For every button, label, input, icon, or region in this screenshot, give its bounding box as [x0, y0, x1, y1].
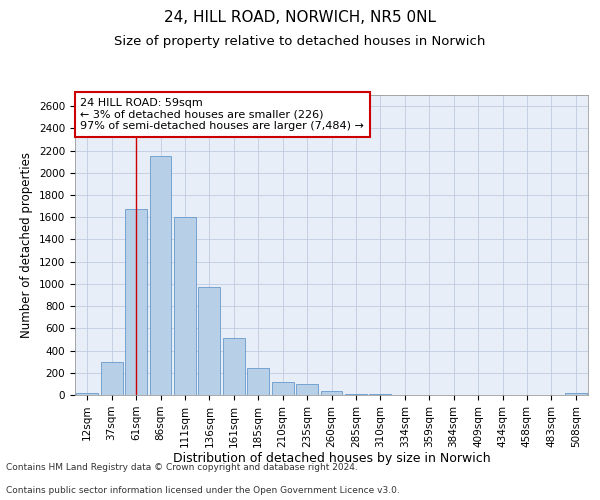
Bar [345, 394, 367, 395]
Bar [149, 156, 172, 395]
Bar [76, 394, 98, 395]
Text: 24 HILL ROAD: 59sqm
← 3% of detached houses are smaller (226)
97% of semi-detach: 24 HILL ROAD: 59sqm ← 3% of detached hou… [80, 98, 364, 131]
Bar [174, 217, 196, 395]
Bar [247, 368, 269, 395]
Bar [296, 384, 318, 395]
Y-axis label: Number of detached properties: Number of detached properties [20, 152, 34, 338]
Text: 24, HILL ROAD, NORWICH, NR5 0NL: 24, HILL ROAD, NORWICH, NR5 0NL [164, 10, 436, 25]
X-axis label: Distribution of detached houses by size in Norwich: Distribution of detached houses by size … [173, 452, 490, 466]
Bar [272, 382, 293, 395]
Text: Contains public sector information licensed under the Open Government Licence v3: Contains public sector information licen… [6, 486, 400, 495]
Bar [101, 362, 122, 395]
Bar [223, 338, 245, 395]
Bar [565, 394, 587, 395]
Text: Size of property relative to detached houses in Norwich: Size of property relative to detached ho… [115, 35, 485, 48]
Bar [370, 394, 391, 395]
Bar [199, 287, 220, 395]
Bar [125, 210, 147, 395]
Text: Contains HM Land Registry data © Crown copyright and database right 2024.: Contains HM Land Registry data © Crown c… [6, 464, 358, 472]
Bar [320, 390, 343, 395]
